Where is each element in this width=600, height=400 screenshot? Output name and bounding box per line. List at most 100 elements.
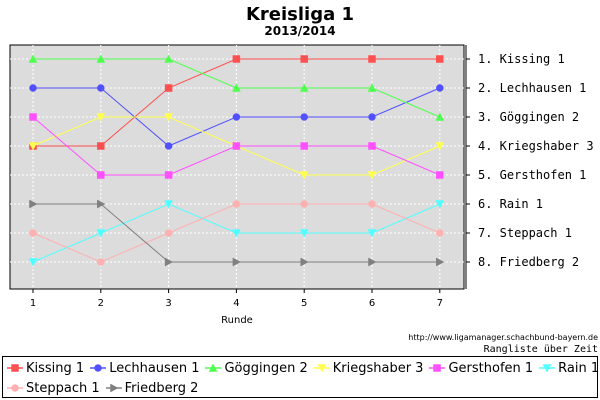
x-tick-label: 6 (369, 298, 375, 309)
data-point (164, 142, 173, 150)
data-point (300, 257, 309, 267)
data-point (368, 142, 376, 150)
x-tick-label: 2 (98, 298, 104, 309)
data-point (11, 364, 19, 372)
data-point (29, 229, 37, 237)
legend-item: Friedberg 2 (105, 380, 199, 396)
legend-label: Kissing 1 (26, 360, 85, 376)
rank-label: 6. Rain 1 (478, 197, 543, 211)
data-point (164, 113, 174, 122)
legend-label: Rain 1 (558, 360, 600, 376)
legend-marker-icon (90, 363, 107, 373)
data-point (317, 364, 327, 373)
data-point (368, 113, 376, 121)
data-point (164, 54, 174, 63)
legend-item: Kissing 1 (7, 361, 84, 376)
data-point (367, 83, 377, 92)
rank-label: 5. Gersthofen 1 (478, 168, 586, 182)
legend-label: Göggingen 2 (224, 360, 308, 376)
series-steppach-1 (29, 200, 444, 266)
legend-item: Kriegshaber 3 (313, 360, 424, 376)
data-point (28, 54, 38, 63)
data-point (368, 55, 376, 63)
chart-title: Kreisliga 1 (246, 4, 354, 25)
data-point (164, 229, 173, 237)
data-point (436, 257, 445, 267)
legend-row: Steppach 1 Friedberg 2 (7, 378, 204, 398)
data-point (300, 55, 308, 63)
data-point (96, 113, 106, 122)
data-point (232, 142, 241, 150)
data-point (436, 84, 444, 92)
data-point (300, 200, 308, 208)
data-point (299, 229, 309, 238)
x-axis: 1 2 3 4 5 6 7 (10, 288, 464, 309)
data-point (436, 171, 444, 179)
data-point (435, 200, 445, 209)
data-point (97, 258, 105, 266)
data-point (367, 171, 377, 180)
data-point (435, 112, 445, 121)
line-chart: Kreisliga 1 2013/2014 1 2 3 4 5 6 7 1. Kissing… (9, 4, 594, 326)
data-point (300, 113, 308, 121)
legend-item: Gersthofen 1 (429, 361, 533, 376)
rank-label: 2. Lechhausen 1 (478, 81, 586, 95)
legend-label: Gersthofen 1 (448, 360, 534, 376)
legend-item: Steppach 1 (7, 381, 100, 396)
data-point (29, 113, 37, 121)
series-g-ggingen-2 (28, 54, 445, 121)
legend-item: Rain 1 (539, 361, 599, 376)
data-point (29, 84, 37, 92)
series-group (28, 54, 445, 267)
data-point (29, 199, 38, 209)
legend-marker-icon (7, 363, 23, 373)
chart-subtitle: 2013/2014 (264, 24, 335, 38)
data-point (436, 55, 444, 63)
data-point (367, 229, 377, 238)
data-point (232, 200, 241, 208)
x-axis-label: Runde (221, 315, 253, 326)
rank-label: 4. Kriegshaber 3 (478, 139, 594, 153)
right-axis-labels: 1. Kissing 1 2. Lechhausen 1 3. Göggingen … (465, 45, 594, 289)
rank-label: 8. Friedberg 2 (478, 255, 579, 269)
x-tick-label: 1 (30, 298, 36, 309)
series-friedberg-2 (29, 199, 445, 267)
data-point (231, 83, 241, 92)
legend-item: Göggingen 2 (205, 360, 308, 376)
legend-label: Steppach 1 (26, 380, 100, 396)
data-point (109, 383, 119, 393)
legend-marker-icon (539, 363, 556, 373)
data-point (97, 142, 105, 150)
data-point (232, 113, 241, 121)
data-point (300, 142, 308, 150)
data-point (299, 83, 309, 92)
data-point (28, 258, 38, 267)
series-rain-1 (28, 200, 445, 267)
legend-label: Kriegshaber 3 (332, 360, 424, 376)
x-tick-label: 3 (165, 298, 171, 309)
legend-marker-icon (205, 363, 222, 373)
x-tick-label: 4 (233, 298, 239, 309)
data-point (209, 363, 218, 372)
data-point (94, 364, 102, 372)
data-point (232, 257, 241, 267)
data-point (11, 384, 19, 392)
chart-caption: Rangliste über Zeit (483, 344, 598, 355)
data-point (96, 54, 106, 63)
legend-item: Lechhausen 1 (90, 361, 199, 376)
data-point (232, 55, 241, 63)
legend: Kissing 1 Lechhausen 1 Göggingen 2 Kriegsha… (2, 356, 599, 398)
data-point (542, 364, 552, 373)
data-point (231, 229, 241, 238)
legend-label: Friedberg 2 (124, 380, 199, 396)
data-point (435, 142, 445, 151)
data-point (28, 142, 38, 151)
legend-marker-icon (7, 383, 23, 393)
rank-label: 3. Göggingen 2 (478, 110, 579, 124)
data-point (97, 84, 105, 92)
data-point (96, 229, 106, 238)
rank-label: 1. Kissing 1 (478, 52, 565, 66)
legend-marker-icon (429, 363, 446, 373)
legend-label: Lechhausen 1 (109, 360, 200, 376)
data-point (299, 171, 309, 180)
